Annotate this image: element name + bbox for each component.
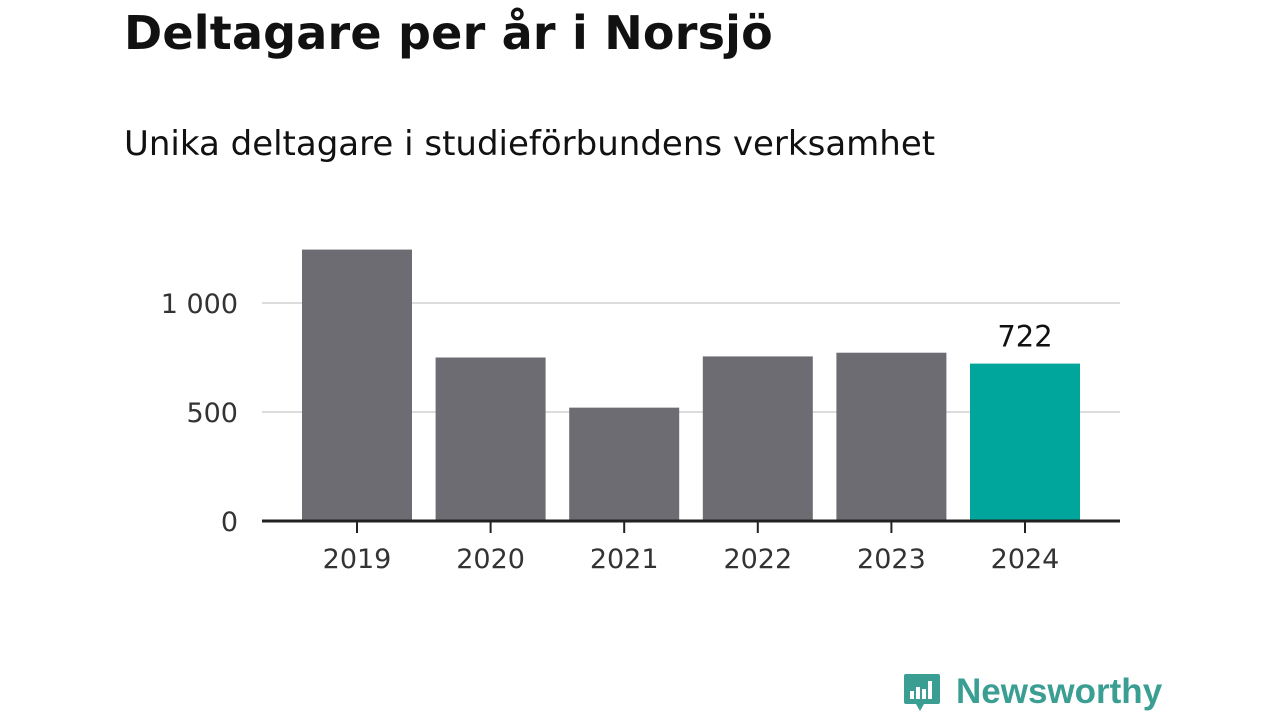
y-tick-label: 500: [186, 398, 238, 429]
x-tick-label: 2022: [723, 544, 792, 575]
bar-2023: [836, 352, 947, 521]
x-tick-label: 2020: [456, 544, 525, 575]
bar-2020: [435, 357, 546, 521]
x-tick-label: 2023: [857, 544, 926, 575]
y-tick-label: 1 000: [161, 289, 238, 320]
newsworthy-logo[interactable]: Newsworthy: [902, 670, 1162, 714]
chart-subtitle: Unika deltagare i studieförbundens verks…: [124, 124, 936, 164]
data-label: 722: [997, 320, 1052, 354]
bar-2022: [702, 356, 813, 521]
bar-chart-speech-bubble-icon: [904, 674, 940, 711]
bar-chart: 0 500 1 000 2019 2020 2021 2022 2023 2024 722: [161, 249, 1120, 575]
bar-2019: [302, 249, 412, 521]
logo-text: Newsworthy: [956, 672, 1163, 711]
x-tick-label: 2021: [590, 544, 659, 575]
x-tick-label: 2024: [991, 544, 1060, 575]
x-tick-label: 2019: [323, 544, 392, 575]
bar-2021: [569, 407, 680, 521]
bar-2024: [970, 363, 1080, 521]
chart-title: Deltagare per år i Norsjö: [124, 6, 773, 60]
y-tick-label: 0: [221, 507, 238, 538]
